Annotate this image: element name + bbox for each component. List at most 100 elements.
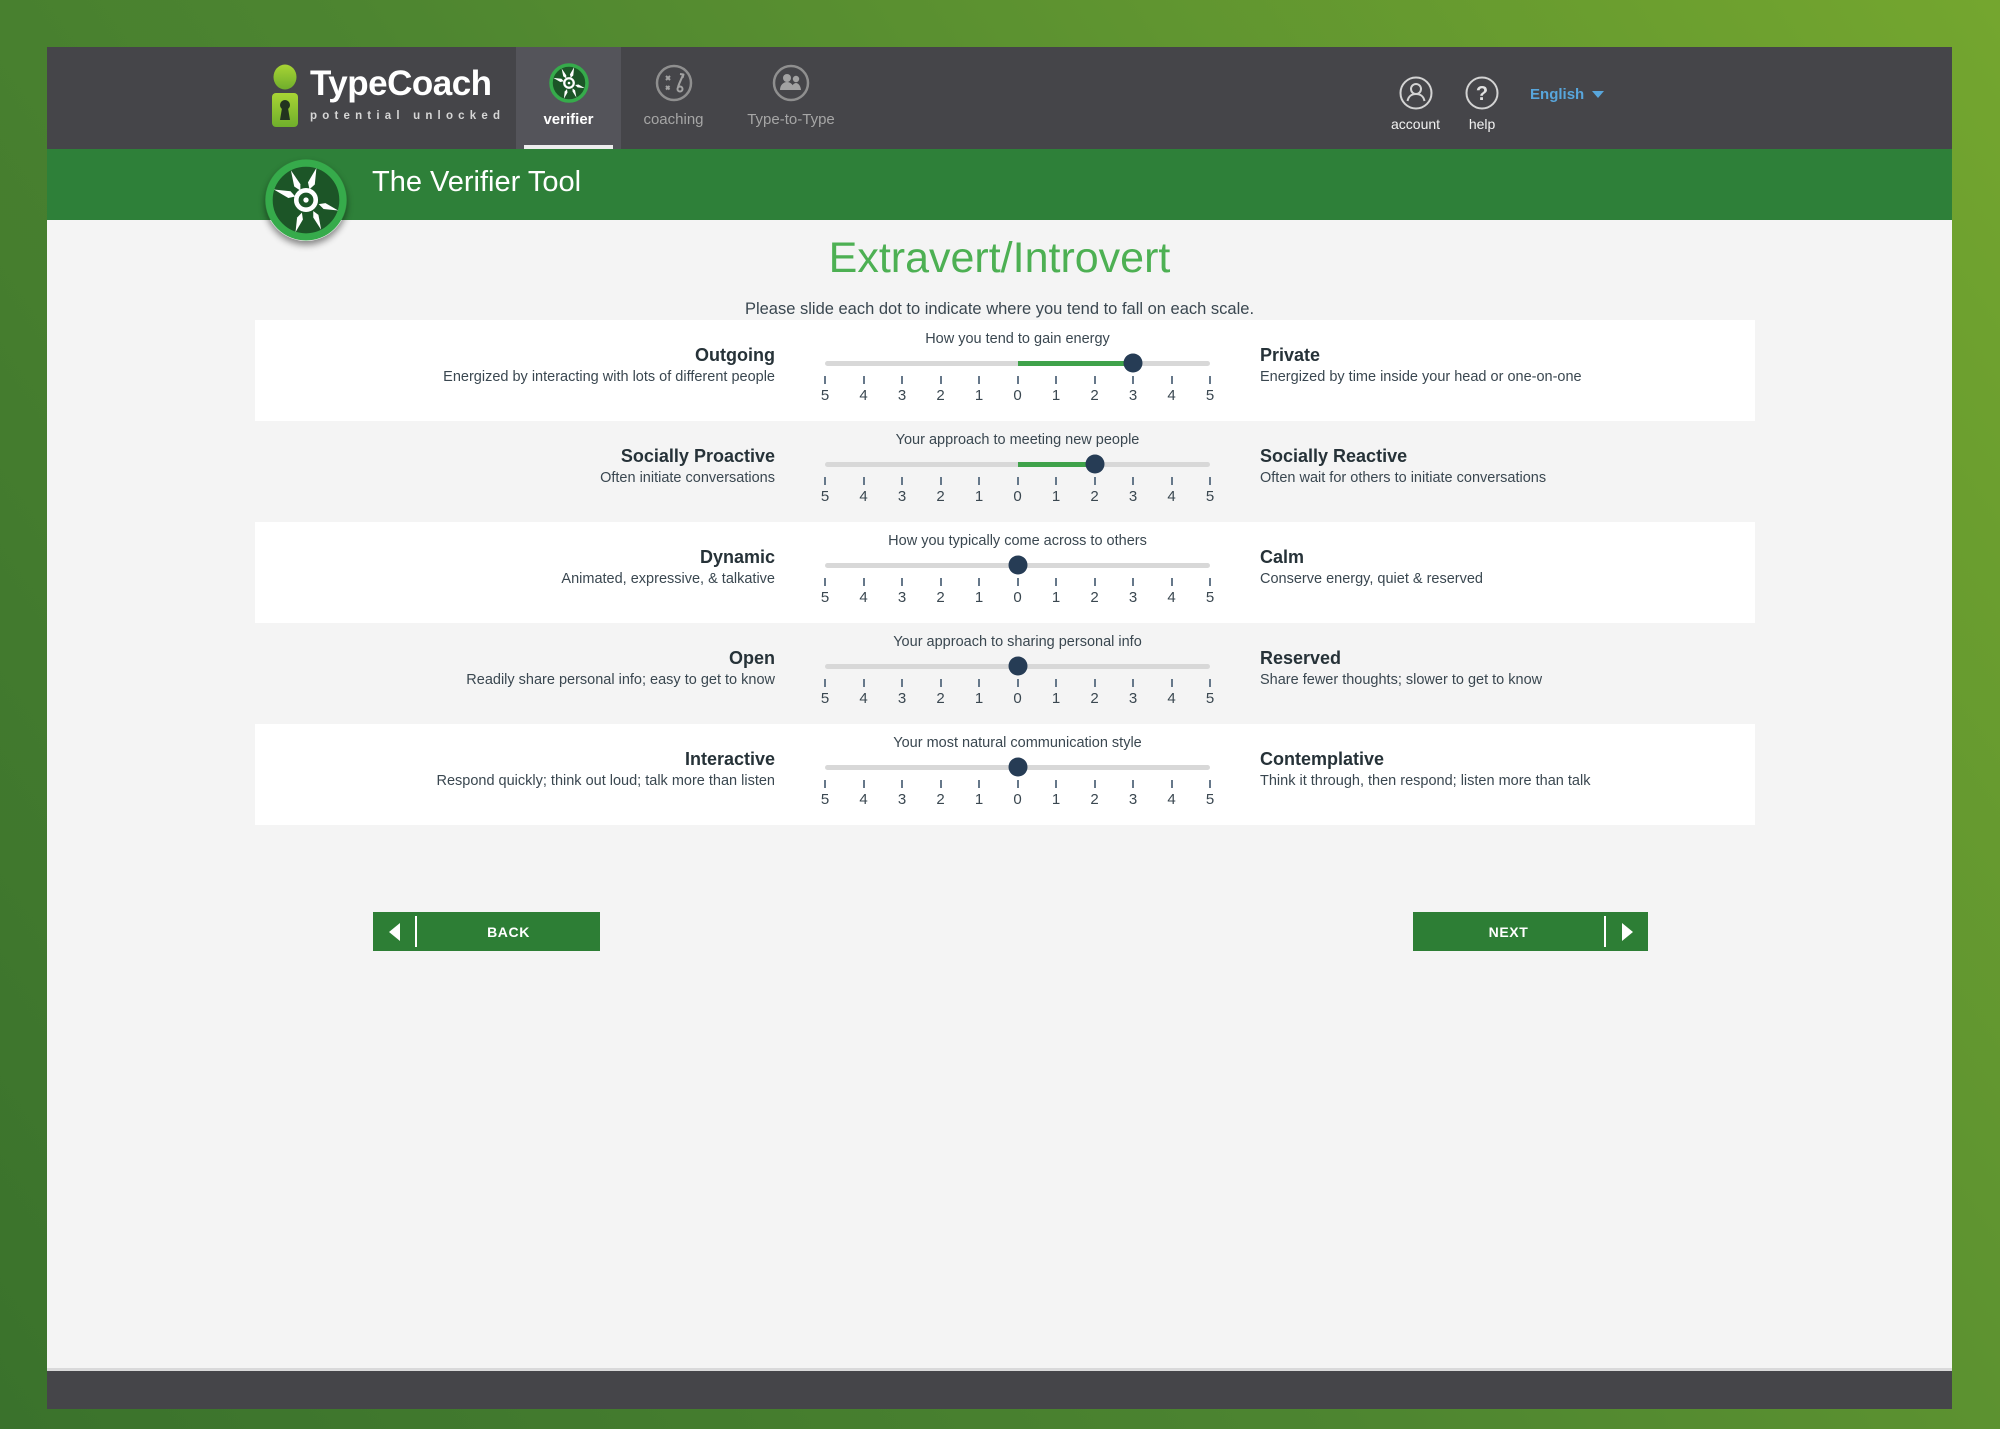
tab-type-to-type[interactable]: Type-to-Type bbox=[726, 47, 856, 149]
logo-tagline: potential unlocked bbox=[310, 110, 506, 122]
tab-label: verifier bbox=[543, 111, 594, 128]
tick-label: 1 bbox=[1051, 791, 1061, 808]
help-label: help bbox=[1468, 115, 1496, 132]
tick-label: 3 bbox=[1128, 690, 1138, 707]
tick-label: 4 bbox=[1167, 589, 1176, 606]
tick-mark bbox=[939, 376, 942, 384]
slider-ticks bbox=[824, 778, 1211, 789]
slider-numbers: 5 4 3 2 1 0 1 2 3 4 5 bbox=[821, 387, 1214, 405]
left-pole-desc: Respond quickly; think out loud; talk mo… bbox=[436, 773, 775, 789]
scale-slider[interactable] bbox=[825, 554, 1210, 576]
right-pole-desc: Conserve energy, quiet & reserved bbox=[1260, 571, 1483, 587]
tick-label: 5 bbox=[1205, 690, 1215, 707]
tick-label: 3 bbox=[897, 589, 907, 606]
tick-mark bbox=[1170, 376, 1173, 384]
page-title: Extravert/Introvert bbox=[828, 234, 1171, 282]
typecoach-logo[interactable]: TypeCoach potential unlocked bbox=[270, 64, 505, 130]
tick-label: 3 bbox=[1128, 589, 1138, 606]
tick-label: 2 bbox=[1090, 791, 1099, 808]
tick-mark bbox=[1209, 376, 1211, 384]
tick-label: 0 bbox=[1013, 690, 1022, 707]
left-pole-desc: Energized by interacting with lots of di… bbox=[443, 369, 775, 385]
left-pole-desc: Readily share personal info; easy to get… bbox=[466, 672, 775, 688]
tick-mark bbox=[1170, 780, 1173, 788]
tick-mark bbox=[862, 477, 865, 485]
tick-label: 3 bbox=[897, 387, 907, 404]
slider-handle[interactable] bbox=[1085, 454, 1104, 474]
tick-label: 5 bbox=[1205, 791, 1215, 808]
tick-mark bbox=[939, 578, 942, 586]
tick-label: 1 bbox=[1051, 387, 1061, 404]
tick-label: 1 bbox=[1051, 488, 1061, 505]
account-button[interactable]: account bbox=[1391, 75, 1440, 132]
tick-mark bbox=[1055, 679, 1057, 687]
slider-numbers: 5 4 3 2 1 0 1 2 3 4 5 bbox=[821, 589, 1214, 607]
scale-slider[interactable] bbox=[825, 352, 1210, 374]
left-pole-title: Outgoing bbox=[695, 345, 775, 365]
right-pole-desc: Often wait for others to initiate conver… bbox=[1260, 470, 1547, 486]
next-button[interactable]: NEXT bbox=[1413, 912, 1648, 951]
back-button[interactable]: BACK bbox=[373, 912, 600, 951]
tick-mark bbox=[824, 679, 826, 687]
tick-mark bbox=[1132, 477, 1134, 485]
right-pole-title: Calm bbox=[1260, 547, 1305, 567]
tick-mark bbox=[1093, 679, 1096, 687]
tick-label: 0 bbox=[1013, 791, 1022, 808]
type-to-type-icon bbox=[772, 64, 810, 102]
language-selector[interactable]: English bbox=[1530, 86, 1605, 103]
slider-fill bbox=[1017, 462, 1095, 467]
left-pole-title: Open bbox=[728, 648, 775, 668]
tick-mark bbox=[1132, 376, 1134, 384]
tick-mark bbox=[978, 679, 980, 687]
scale-slider[interactable] bbox=[825, 453, 1210, 475]
tick-mark bbox=[901, 679, 903, 687]
tick-mark bbox=[901, 376, 903, 384]
tick-mark bbox=[1093, 578, 1096, 586]
tick-mark bbox=[978, 376, 980, 384]
slider-handle[interactable] bbox=[1008, 656, 1027, 676]
tick-mark bbox=[862, 578, 865, 586]
tick-label: 1 bbox=[1051, 690, 1061, 707]
scale-slider[interactable] bbox=[825, 756, 1210, 778]
logo-name: TypeCoach bbox=[310, 64, 492, 103]
tick-mark bbox=[862, 780, 865, 788]
left-pole-title: Interactive bbox=[684, 749, 775, 769]
app-window: TypeCoach potential unlocked verifier bbox=[47, 47, 1952, 1409]
slider-fill bbox=[1017, 361, 1133, 366]
scale-slider[interactable] bbox=[825, 655, 1210, 677]
tick-label: 2 bbox=[936, 690, 945, 707]
tick-mark bbox=[1132, 780, 1134, 788]
button-divider bbox=[415, 916, 417, 947]
scales-list: Outgoing Energized by interacting with l… bbox=[255, 320, 1755, 825]
tick-mark bbox=[1132, 679, 1134, 687]
tick-mark bbox=[1209, 780, 1211, 788]
slider-handle[interactable] bbox=[1008, 555, 1027, 575]
tick-mark bbox=[1170, 477, 1173, 485]
tick-label: 2 bbox=[936, 791, 945, 808]
main-content: Extravert/Introvert Please slide each do… bbox=[47, 220, 1952, 1368]
tick-mark bbox=[1093, 376, 1096, 384]
back-arrow-icon bbox=[388, 922, 400, 941]
slider-handle[interactable] bbox=[1123, 353, 1143, 373]
top-navigation-bar: TypeCoach potential unlocked verifier bbox=[47, 47, 1952, 149]
tick-label: 0 bbox=[1013, 488, 1022, 505]
tab-verifier[interactable]: verifier bbox=[516, 47, 621, 149]
tick-label: 5 bbox=[820, 488, 830, 505]
tick-mark bbox=[1209, 679, 1211, 687]
tool-title: The Verifier Tool bbox=[372, 166, 582, 198]
slider-ticks bbox=[824, 374, 1211, 385]
verifier-icon bbox=[548, 63, 589, 103]
tick-mark bbox=[978, 578, 980, 586]
footer-bar bbox=[47, 1368, 1952, 1409]
tab-coaching[interactable]: coaching bbox=[621, 47, 726, 149]
help-button[interactable]: ? help bbox=[1464, 75, 1500, 132]
tick-label: 3 bbox=[897, 791, 907, 808]
tick-mark bbox=[1093, 780, 1096, 788]
coaching-icon bbox=[655, 64, 692, 102]
tab-label: Type-to-Type bbox=[747, 111, 835, 128]
tick-label: 5 bbox=[1205, 488, 1215, 505]
next-arrow-icon bbox=[1621, 922, 1633, 941]
tick-label: 5 bbox=[1205, 589, 1215, 606]
slider-handle[interactable] bbox=[1008, 757, 1027, 777]
tick-label: 3 bbox=[1128, 387, 1138, 404]
